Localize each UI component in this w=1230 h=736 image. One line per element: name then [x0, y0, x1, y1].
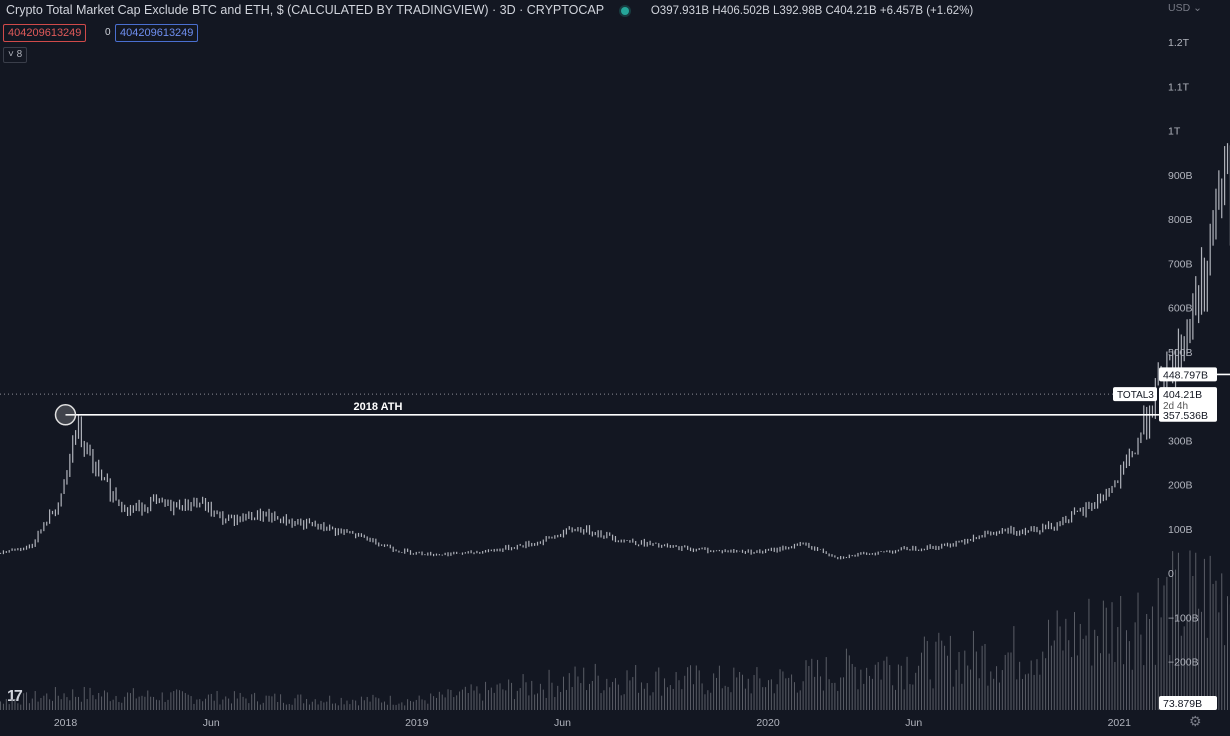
chart-header: Crypto Total Market Cap Exclude BTC and … — [6, 3, 973, 17]
indicator-value-blue[interactable]: 404209613249 — [115, 24, 199, 42]
y-tick-label: 300B — [1168, 435, 1193, 447]
x-tick-label: 2018 — [54, 717, 78, 729]
ohlc-readout: O397.931B H406.502B L392.98B C404.21B +6… — [650, 5, 974, 17]
x-tick-label: 2021 — [1108, 717, 1132, 729]
volume-tag — [1159, 696, 1217, 710]
indicator-value-red[interactable]: 404209613249 — [3, 24, 87, 42]
market-status-icon[interactable] — [621, 6, 630, 15]
candle-series — [0, 143, 1230, 560]
symbol-tag-label: TOTAL3 — [1117, 390, 1154, 401]
currency-selector[interactable]: USD ⌄ — [1168, 2, 1202, 14]
price-axis: 1.2T 1.1T 1T 900B 800B 700B 600B 500B 300B 200B 10… — [1168, 37, 1199, 669]
y-tick-label: 700B — [1168, 258, 1193, 270]
y-tick-label: 500B — [1168, 347, 1193, 359]
resistance-tag — [1159, 367, 1217, 382]
tradingview-logo-icon[interactable]: 17 — [7, 688, 23, 705]
y-tick-label: −200B — [1168, 657, 1199, 669]
volume-bars — [0, 550, 1230, 710]
x-tick-label: Jun — [554, 717, 571, 729]
x-tick-label: Jun — [203, 717, 220, 729]
settings-gear-icon[interactable]: ⚙ — [1189, 713, 1202, 729]
y-tick-label: 100B — [1168, 524, 1193, 536]
indicator-value-zero: 0 — [105, 27, 111, 38]
symbol-tag — [1113, 387, 1157, 402]
x-tick-label: Jun — [905, 717, 922, 729]
resistance-tag-label: 448.797B — [1163, 369, 1208, 381]
y-tick-label: 600B — [1168, 303, 1193, 315]
collapse-indicators-button[interactable]: ˅ 8 — [3, 47, 28, 63]
y-tick-label: 0 — [1168, 568, 1174, 580]
ath-label: 2018 ATH — [354, 401, 403, 413]
countdown-label: 2d 4h — [1163, 401, 1188, 412]
volume-tag-label: 73.879B — [1163, 698, 1202, 710]
ath-2018-tag — [1159, 407, 1217, 422]
y-tick-label: 900B — [1168, 170, 1193, 182]
time-axis: 2018Jun2019Jun2020Jun2021Jun2022Jun2023J… — [54, 717, 1132, 729]
y-tick-label: −100B — [1168, 612, 1199, 624]
ath-marker-circle — [54, 404, 77, 426]
x-tick-label: 2019 — [405, 717, 429, 729]
y-tick-label: 1.2T — [1168, 37, 1190, 49]
y-tick-label: 1T — [1168, 126, 1181, 138]
ath-2018-tag-label: 357.536B — [1163, 410, 1208, 422]
x-tick-label: 2020 — [756, 717, 780, 729]
y-tick-label: 200B — [1168, 480, 1193, 492]
current-price-tag — [1159, 387, 1217, 412]
y-tick-label: 800B — [1168, 214, 1193, 226]
current-price-label: 404.21B — [1163, 389, 1202, 401]
chart-title[interactable]: Crypto Total Market Cap Exclude BTC and … — [6, 3, 604, 17]
y-tick-label: 1.1T — [1168, 81, 1190, 93]
